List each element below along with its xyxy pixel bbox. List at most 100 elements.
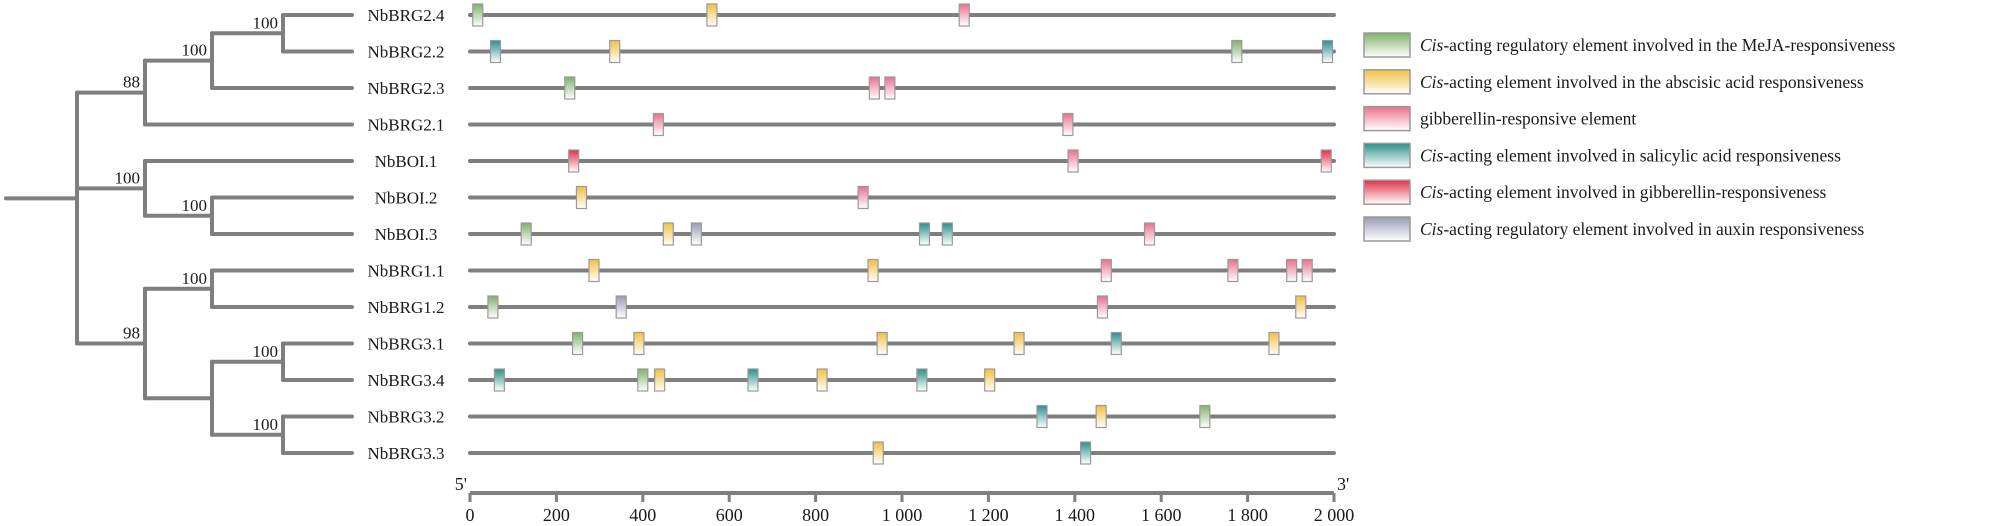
x-tick-label: 1 000 [882, 505, 923, 525]
cis-element-ga2 [1320, 149, 1332, 173]
gene-row: NbBOI.2 [375, 185, 1336, 210]
legend-item: Cis-acting element involved in gibberell… [1363, 179, 1826, 205]
gene-row: NbBOI.3 [375, 222, 1336, 246]
bootstrap-label: 100 [182, 196, 208, 215]
cis-element-ga [1100, 258, 1112, 283]
legend-swatch [1363, 32, 1411, 58]
cis-element-meja [1199, 404, 1211, 429]
cis-element-sa [489, 39, 502, 64]
gene-label: NbBRG1.2 [368, 298, 445, 317]
bootstrap-label: 98 [123, 324, 140, 343]
cis-element-aba [633, 331, 645, 356]
cis-element-ga [857, 185, 869, 210]
legend-label-prefix: Cis [1420, 182, 1444, 202]
legend-label: Cis-acting regulatory element involved i… [1420, 219, 1864, 239]
cis-element-aba [654, 368, 666, 392]
cis-element-sa [1110, 331, 1122, 356]
cis-element-aba [876, 331, 888, 356]
legend-label-prefix: Cis [1420, 145, 1444, 165]
cis-element-aba [575, 185, 588, 210]
cis-element-aba [706, 3, 718, 27]
legend-label: gibberellin-responsive element [1420, 109, 1636, 129]
cis-element-aba [867, 258, 879, 283]
legend-label: Cis-acting regulatory element involved i… [1420, 35, 1896, 55]
gene-label: NbBRG2.1 [368, 116, 445, 135]
legend-swatch [1363, 69, 1411, 95]
cis-element-auxin [615, 295, 627, 319]
legend-item: Cis-acting regulatory element involved i… [1363, 216, 1864, 242]
cis-element-sa [1321, 39, 1334, 64]
legend-item: Cis-acting regulatory element involved i… [1363, 32, 1896, 58]
gene-row: NbBOI.1 [375, 149, 1336, 173]
cis-element-sa [918, 222, 931, 246]
legend-label: Cis-acting element involved in the absci… [1420, 72, 1864, 92]
cis-element-ga [884, 76, 896, 100]
cis-element-meja [637, 368, 649, 392]
cis-element-sa [1036, 404, 1048, 429]
cis-element-aba [1268, 331, 1280, 356]
gene-row: NbBRG2.1 [368, 112, 1336, 137]
cis-element-sa [493, 368, 505, 392]
legend-item: gibberellin-responsive element [1363, 105, 1636, 132]
cis-element-ga [1096, 295, 1109, 319]
legend-item: Cis-acting element involved in salicylic… [1363, 142, 1841, 169]
legend-swatch [1363, 179, 1411, 205]
gene-row: NbBRG2.4 [368, 3, 1336, 27]
gene-row: NbBRG1.2 [368, 295, 1336, 319]
cis-element-ga [1301, 258, 1313, 283]
gene-label: NbBRG3.4 [368, 371, 445, 390]
legend-item: Cis-acting element involved in the absci… [1363, 69, 1864, 95]
legend-label: Cis-acting element involved in salicylic… [1420, 145, 1841, 165]
cis-element-meja [487, 295, 499, 319]
gene-label: NbBRG1.1 [368, 262, 445, 281]
x-tick-label: 600 [716, 505, 743, 525]
cis-element-ga [1067, 149, 1079, 173]
legend-label-text: gibberellin-responsive element [1420, 109, 1636, 129]
gene-label: NbBOI.3 [375, 225, 438, 244]
cis-element-meja [564, 76, 576, 100]
gene-label: NbBRG3.1 [368, 335, 445, 354]
legend-label-prefix: Cis [1420, 219, 1444, 239]
legend-label-text: -acting element involved in gibberellin-… [1443, 182, 1826, 202]
gene-row: NbBRG3.3 [368, 441, 1336, 465]
gene-row: NbBRG1.1 [368, 258, 1336, 283]
cis-element-sa [747, 368, 759, 392]
legend-swatch [1363, 216, 1411, 242]
legend-label-prefix: Cis [1420, 35, 1444, 55]
cis-element-auxin [690, 222, 702, 246]
x-tick-label: 2 000 [1314, 505, 1355, 525]
cis-element-ga [1227, 258, 1239, 283]
gene-row: NbBRG2.3 [368, 76, 1336, 100]
cis-element-aba [588, 258, 600, 283]
gene-row: NbBRG3.4 [368, 368, 1336, 392]
bootstrap-label: 88 [123, 73, 140, 92]
x-tick-label: 400 [629, 505, 656, 525]
cis-element-aba [816, 368, 828, 392]
cis-element-aba [662, 222, 674, 246]
legend-label-prefix: Cis [1420, 72, 1444, 92]
bootstrap-label: 100 [182, 269, 208, 288]
cis-element-aba [1295, 295, 1307, 319]
cis-element-meja [1231, 39, 1243, 64]
cis-element-ga [1143, 222, 1156, 246]
cis-element-aba [609, 39, 621, 64]
cis-element-sa [941, 222, 953, 246]
legend-label-text: -acting element involved in salicylic ac… [1443, 145, 1841, 165]
legend-label-text: -acting regulatory element involved in a… [1443, 219, 1864, 239]
cis-element-sa [1079, 441, 1092, 465]
gene-label: NbBRG2.3 [368, 79, 445, 98]
gene-row: NbBRG3.1 [368, 331, 1336, 356]
x-tick-label: 1 400 [1055, 505, 1096, 525]
axis-end-label: 3' [1337, 474, 1349, 494]
legend-label-text: -acting element involved in the abscisic… [1443, 72, 1864, 92]
gene-row: NbBRG2.2 [368, 39, 1336, 64]
x-tick-label: 800 [802, 505, 829, 525]
axis-start-label: 5' [455, 474, 467, 494]
x-tick-label: 1 600 [1141, 505, 1182, 525]
gene-label: NbBRG2.4 [368, 6, 445, 25]
legend-swatch [1363, 142, 1411, 169]
cis-element-aba [1013, 331, 1025, 356]
cis-element-meja [472, 3, 484, 27]
bootstrap-label: 100 [253, 342, 279, 361]
